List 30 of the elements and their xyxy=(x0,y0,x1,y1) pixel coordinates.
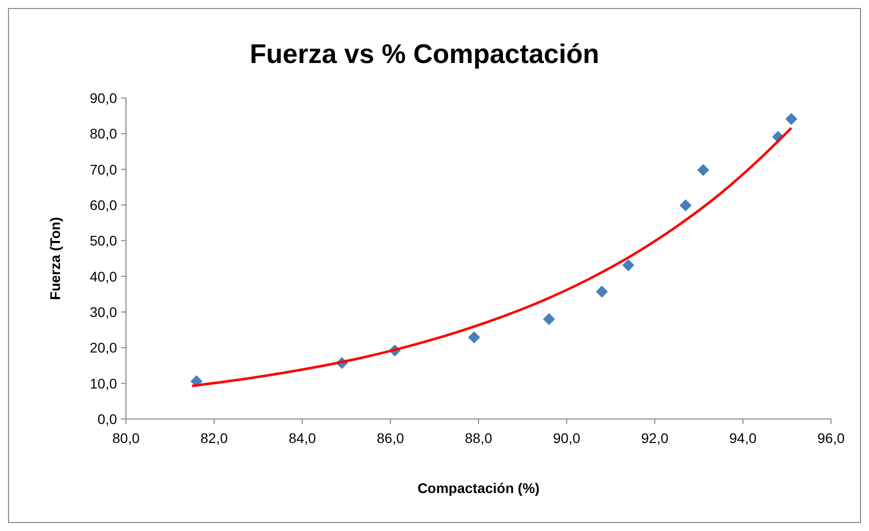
point xyxy=(596,286,608,298)
point xyxy=(468,331,480,344)
y-tick-label: 50,0 xyxy=(90,232,118,249)
x-tick-label: 84,0 xyxy=(288,430,316,446)
x-tick-label: 90,0 xyxy=(553,430,580,446)
y-tick-label: 30,0 xyxy=(90,304,118,320)
x-tick-label: 80,0 xyxy=(112,430,140,446)
point xyxy=(622,259,634,272)
y-tick-label: 10,0 xyxy=(90,375,118,392)
y-tick-label: 80,0 xyxy=(90,126,118,142)
point xyxy=(543,313,555,326)
x-tick-label: 82,0 xyxy=(200,430,228,446)
x-tick-label: 88,0 xyxy=(464,430,492,446)
x-tick-label: 86,0 xyxy=(376,430,404,446)
x-tick-label: 94,0 xyxy=(729,430,757,446)
chart-title: Fuerza vs % Compactación xyxy=(250,39,600,69)
y-tick-label: 0,0 xyxy=(98,411,118,427)
point xyxy=(697,164,710,176)
y-tick-label: 20,0 xyxy=(90,340,118,356)
x-tick-label: 92,0 xyxy=(641,430,669,446)
y-tick-label: 40,0 xyxy=(90,268,118,284)
x-tick-label: 96,0 xyxy=(817,430,845,446)
point xyxy=(785,113,798,126)
y-tick-label: 70,0 xyxy=(90,161,118,178)
point xyxy=(680,199,692,212)
line-series xyxy=(190,126,793,388)
y-axis-title: Fuerza (Ton) xyxy=(47,217,63,300)
y-tick-label: 90,0 xyxy=(90,90,118,106)
x-axis-title: Compactación (%) xyxy=(417,480,540,496)
y-tick-label: 60,0 xyxy=(90,197,118,213)
